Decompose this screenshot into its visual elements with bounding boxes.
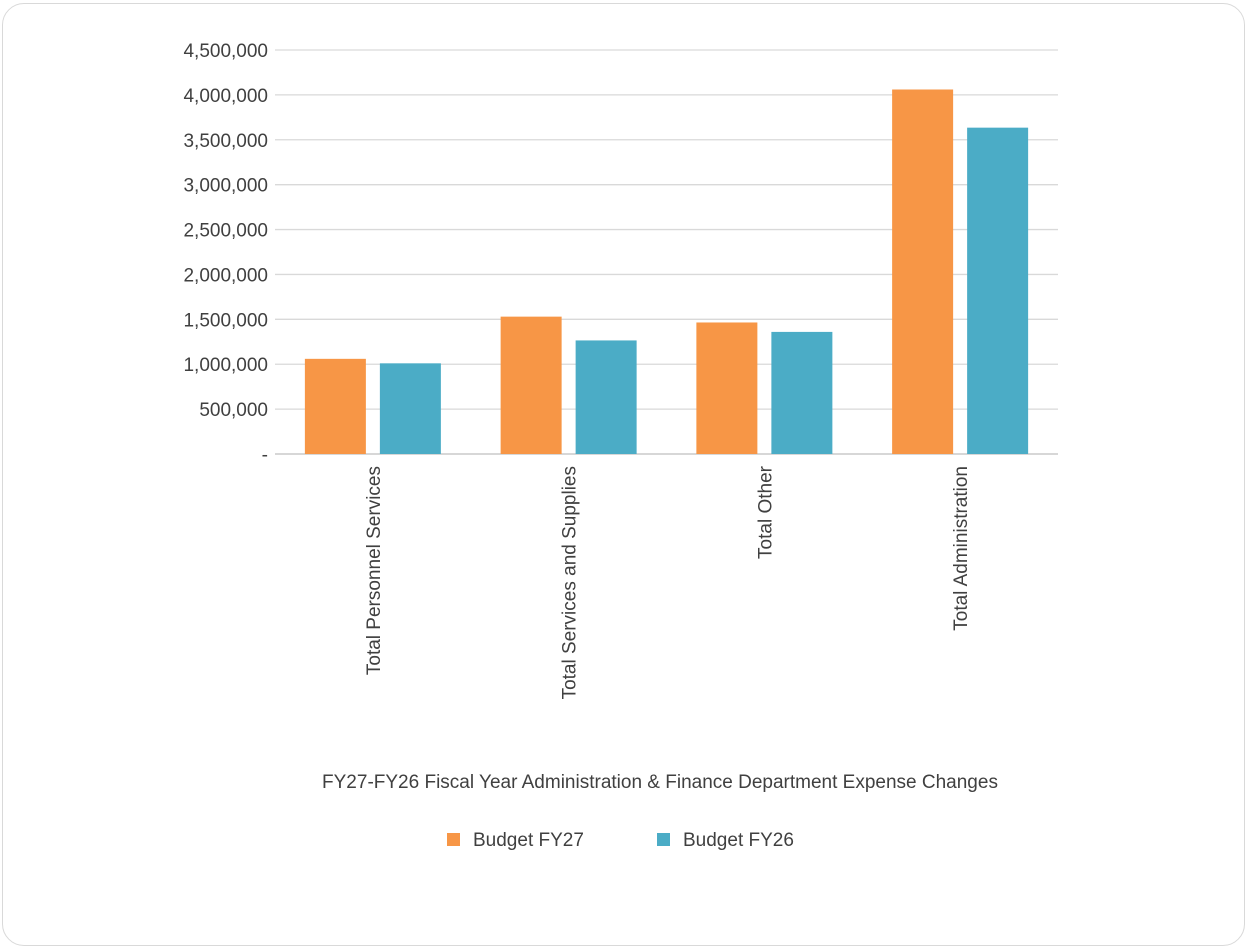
bar-budget-fy27	[500, 316, 562, 454]
bar-budget-fy26	[771, 331, 833, 454]
bar-budget-fy26	[379, 363, 441, 454]
category-labels: Total Personnel Services Total Services a…	[364, 465, 972, 699]
bars	[304, 89, 1029, 454]
y-tick-label: 4,000,000	[183, 86, 268, 107]
y-tick-label: 1,000,000	[183, 355, 268, 376]
bar-budget-fy27	[304, 358, 366, 454]
y-tick-label: 3,500,000	[183, 131, 268, 152]
y-tick-label: 2,000,000	[183, 265, 268, 286]
bar-budget-fy27	[892, 89, 954, 454]
category-label: Total Services and Supplies	[560, 466, 581, 699]
y-tick-label: 4,500,000	[183, 41, 268, 62]
legend-swatch	[447, 833, 460, 846]
y-tick-label: 1,500,000	[183, 310, 268, 331]
legend-swatch	[657, 833, 670, 846]
legend-label: Budget FY27	[473, 830, 584, 851]
y-tick-label: 2,500,000	[183, 221, 268, 242]
category-label: Total Administration	[951, 466, 972, 631]
y-axis-ticks: - 500,000 1,000,000 1,500,000 2,000,000 2,500…	[183, 41, 268, 466]
legend-label: Budget FY26	[683, 830, 794, 851]
y-tick-label: 3,000,000	[183, 176, 268, 197]
bar-budget-fy26	[967, 127, 1029, 454]
bar-budget-fy26	[575, 340, 637, 454]
legend: Budget FY27 Budget FY26	[447, 830, 794, 851]
x-axis-title: FY27-FY26 Fiscal Year Administration & F…	[322, 772, 998, 793]
y-tick-label: -	[262, 445, 268, 466]
chart-frame	[2, 3, 1245, 946]
y-tick-label: 500,000	[199, 400, 268, 421]
category-label: Total Other	[755, 465, 776, 559]
category-label: Total Personnel Services	[364, 466, 385, 675]
bar-budget-fy27	[696, 322, 758, 454]
